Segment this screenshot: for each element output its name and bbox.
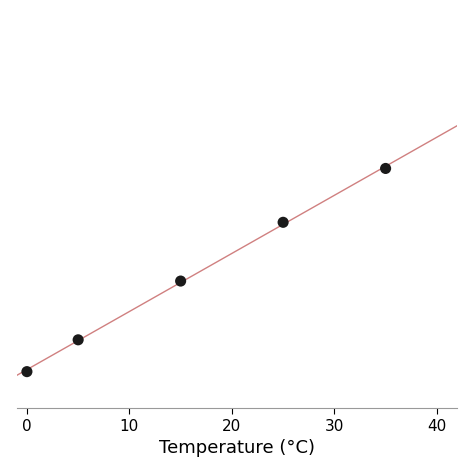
Point [279,219,287,226]
Point [74,336,82,344]
Point [177,277,184,285]
Point [23,368,31,375]
X-axis label: Temperature (°C): Temperature (°C) [159,439,315,457]
Point [382,164,389,172]
